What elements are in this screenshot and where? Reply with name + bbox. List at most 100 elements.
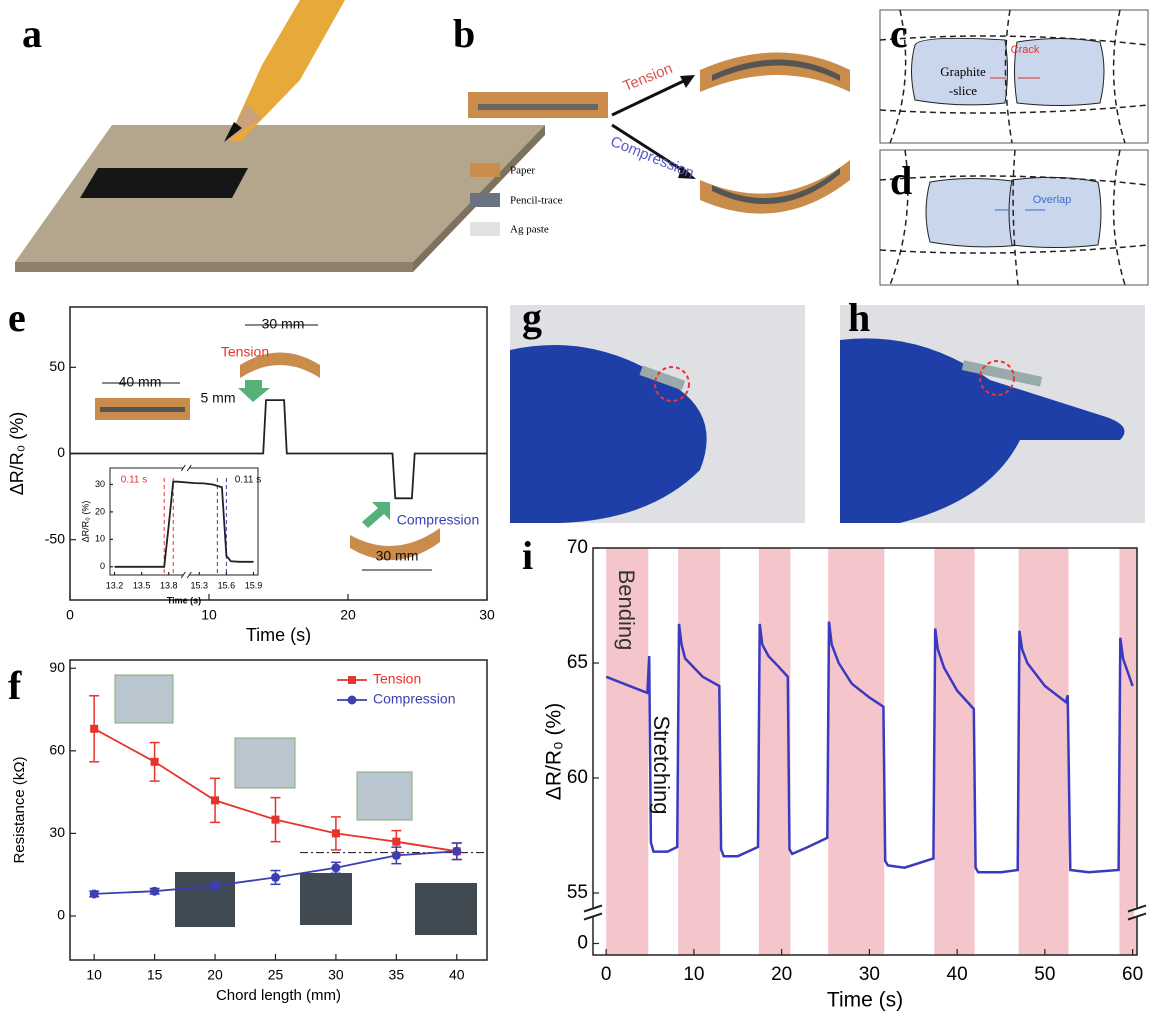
y-axis-label: Resistance (kΩ) [11, 756, 28, 863]
band [1119, 548, 1137, 955]
annotation: Stretching [649, 715, 674, 814]
panel-g-photo [510, 305, 805, 523]
x-tick-label: 15.9 [245, 580, 263, 590]
x-tick-label: 10 [201, 606, 217, 622]
arrow [238, 380, 270, 402]
panel-label: e [8, 295, 26, 340]
label: Crack [1011, 44, 1040, 56]
band [759, 548, 791, 955]
photo [415, 883, 477, 935]
annotation: 0.11 s [121, 475, 148, 486]
marker [211, 796, 219, 804]
marker [392, 851, 401, 860]
band [828, 548, 884, 955]
marker [150, 887, 159, 896]
y-tick-label: 30 [49, 824, 65, 840]
marker [332, 829, 340, 837]
y-tick-label: 60 [49, 742, 65, 758]
y-axis-label: ΔR/R₀ (%) [80, 501, 90, 543]
marker [271, 816, 279, 824]
band [934, 548, 974, 955]
x-tick-label: 20 [340, 606, 356, 622]
x-tick-label: 50 [1034, 964, 1055, 985]
x-tick-label: 30 [859, 964, 880, 985]
y-tick-label: 0 [57, 444, 65, 460]
arrow-label: Compression [608, 133, 696, 182]
y-tick-label: 90 [49, 659, 65, 675]
pencil-trace [80, 168, 248, 198]
panel-f-photos [115, 675, 477, 935]
x-tick-label: 15 [147, 966, 163, 982]
legend-label: Tension [373, 671, 421, 687]
page: Paper Pencil-trace Ag paste Tension Comp… [0, 0, 1151, 1016]
panel-label: i [522, 533, 533, 578]
annotation: Tension [221, 344, 269, 360]
legend-swatch [470, 193, 500, 207]
photo [175, 872, 235, 927]
x-axis-label: Time (s) [167, 595, 201, 605]
panel-h-photo [840, 305, 1145, 523]
x-axis-label: Chord length (mm) [216, 987, 341, 1004]
label: -slice [949, 83, 977, 98]
panel-d-illustration: Overlap [880, 150, 1148, 285]
arrow [362, 502, 390, 528]
panel-label: a [22, 11, 42, 56]
panel-label: c [890, 11, 908, 56]
y-tick-label: 55 [567, 882, 588, 903]
panel-label: f [8, 663, 22, 708]
legend-marker [348, 676, 356, 684]
y-tick-label: 50 [49, 358, 65, 374]
board-edge [15, 262, 413, 272]
marker [211, 881, 220, 890]
annotation: Compression [397, 512, 479, 528]
x-tick-label: 20 [771, 964, 792, 985]
x-tick-label: 60 [1122, 964, 1143, 985]
x-tick-label: 30 [328, 966, 344, 982]
annotation: 40 mm [119, 374, 162, 390]
annotation: 30 mm [262, 316, 305, 332]
legend-marker [348, 696, 357, 705]
y-tick-label: 10 [95, 534, 105, 544]
marker [90, 889, 99, 898]
label: Graphite [940, 64, 986, 79]
annotation: 5 mm [201, 390, 236, 406]
y-tick-label: 20 [95, 506, 105, 516]
photo [235, 738, 295, 788]
legend-label: Ag paste [510, 224, 549, 236]
legend-label: Pencil-trace [510, 195, 563, 207]
marker [271, 873, 280, 882]
y-tick-label: 65 [567, 652, 588, 673]
y-tick-label: 70 [567, 537, 588, 558]
figure: Paper Pencil-trace Ag paste Tension Comp… [0, 0, 1151, 1016]
y-tick-label: 30 [95, 479, 105, 489]
annotation: 0.11 s [235, 475, 262, 486]
x-tick-label: 0 [66, 606, 74, 622]
x-axis-label: Time (s) [246, 625, 311, 645]
x-tick-label: 35 [389, 966, 405, 982]
x-tick-label: 10 [86, 966, 102, 982]
annotation: Bending [614, 570, 639, 651]
y-axis-label: ΔR/R₀ (%) [543, 703, 566, 800]
legend-label: Compression [373, 691, 455, 707]
marker [151, 758, 159, 766]
x-axis-label: Time (s) [827, 989, 903, 1012]
panel-label: g [522, 295, 542, 340]
y-tick-label: 60 [567, 767, 588, 788]
x-tick-label: 15.3 [191, 580, 209, 590]
photo [357, 772, 412, 820]
marker [452, 847, 461, 856]
strip-compression [700, 160, 850, 214]
legend-swatch [470, 163, 500, 177]
y-tick-label: -50 [45, 530, 65, 546]
x-tick-label: 13.2 [106, 580, 124, 590]
x-tick-label: 30 [479, 606, 495, 622]
marker [90, 725, 98, 733]
graphite-slice [1009, 177, 1101, 247]
photo [300, 873, 352, 925]
x-tick-label: 15.6 [218, 580, 236, 590]
y-tick-label: 0 [100, 561, 105, 571]
marker [331, 863, 340, 872]
trace [100, 407, 185, 412]
trace-flat [478, 104, 598, 110]
x-tick-label: 13.5 [133, 580, 151, 590]
